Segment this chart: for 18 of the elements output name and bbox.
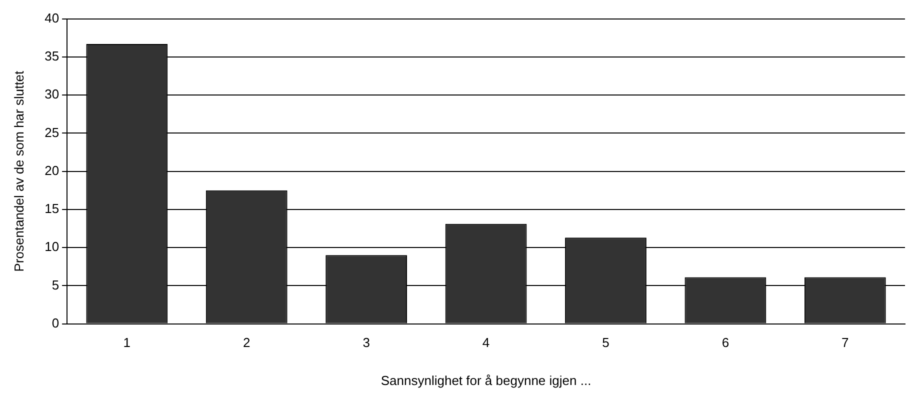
x-tick-label: 1 — [123, 335, 131, 350]
y-tick-label: 10 — [44, 239, 60, 254]
y-tick-label: 0 — [52, 315, 60, 330]
x-tick-label: 4 — [482, 335, 490, 350]
y-tick-label: 25 — [44, 124, 60, 140]
y-tick-label: 35 — [44, 48, 60, 64]
x-axis-title: Sannsynlighet for å begynne igjen ... — [380, 372, 592, 388]
y-tick-label: 15 — [44, 201, 60, 216]
x-tick-label: 6 — [722, 335, 730, 350]
x-tick-label: 3 — [362, 335, 370, 350]
x-tick-label: 7 — [842, 335, 849, 350]
y-tick-label: 20 — [44, 162, 60, 178]
y-tick-label: 30 — [44, 86, 60, 102]
y-tick-label: 5 — [52, 277, 60, 292]
x-tick-label: 2 — [243, 335, 250, 350]
y-tick-label: 40 — [44, 10, 60, 26]
y-axis-title: Prosentandel av de som har sluttet — [11, 70, 26, 272]
x-tick-label: 5 — [602, 335, 610, 350]
